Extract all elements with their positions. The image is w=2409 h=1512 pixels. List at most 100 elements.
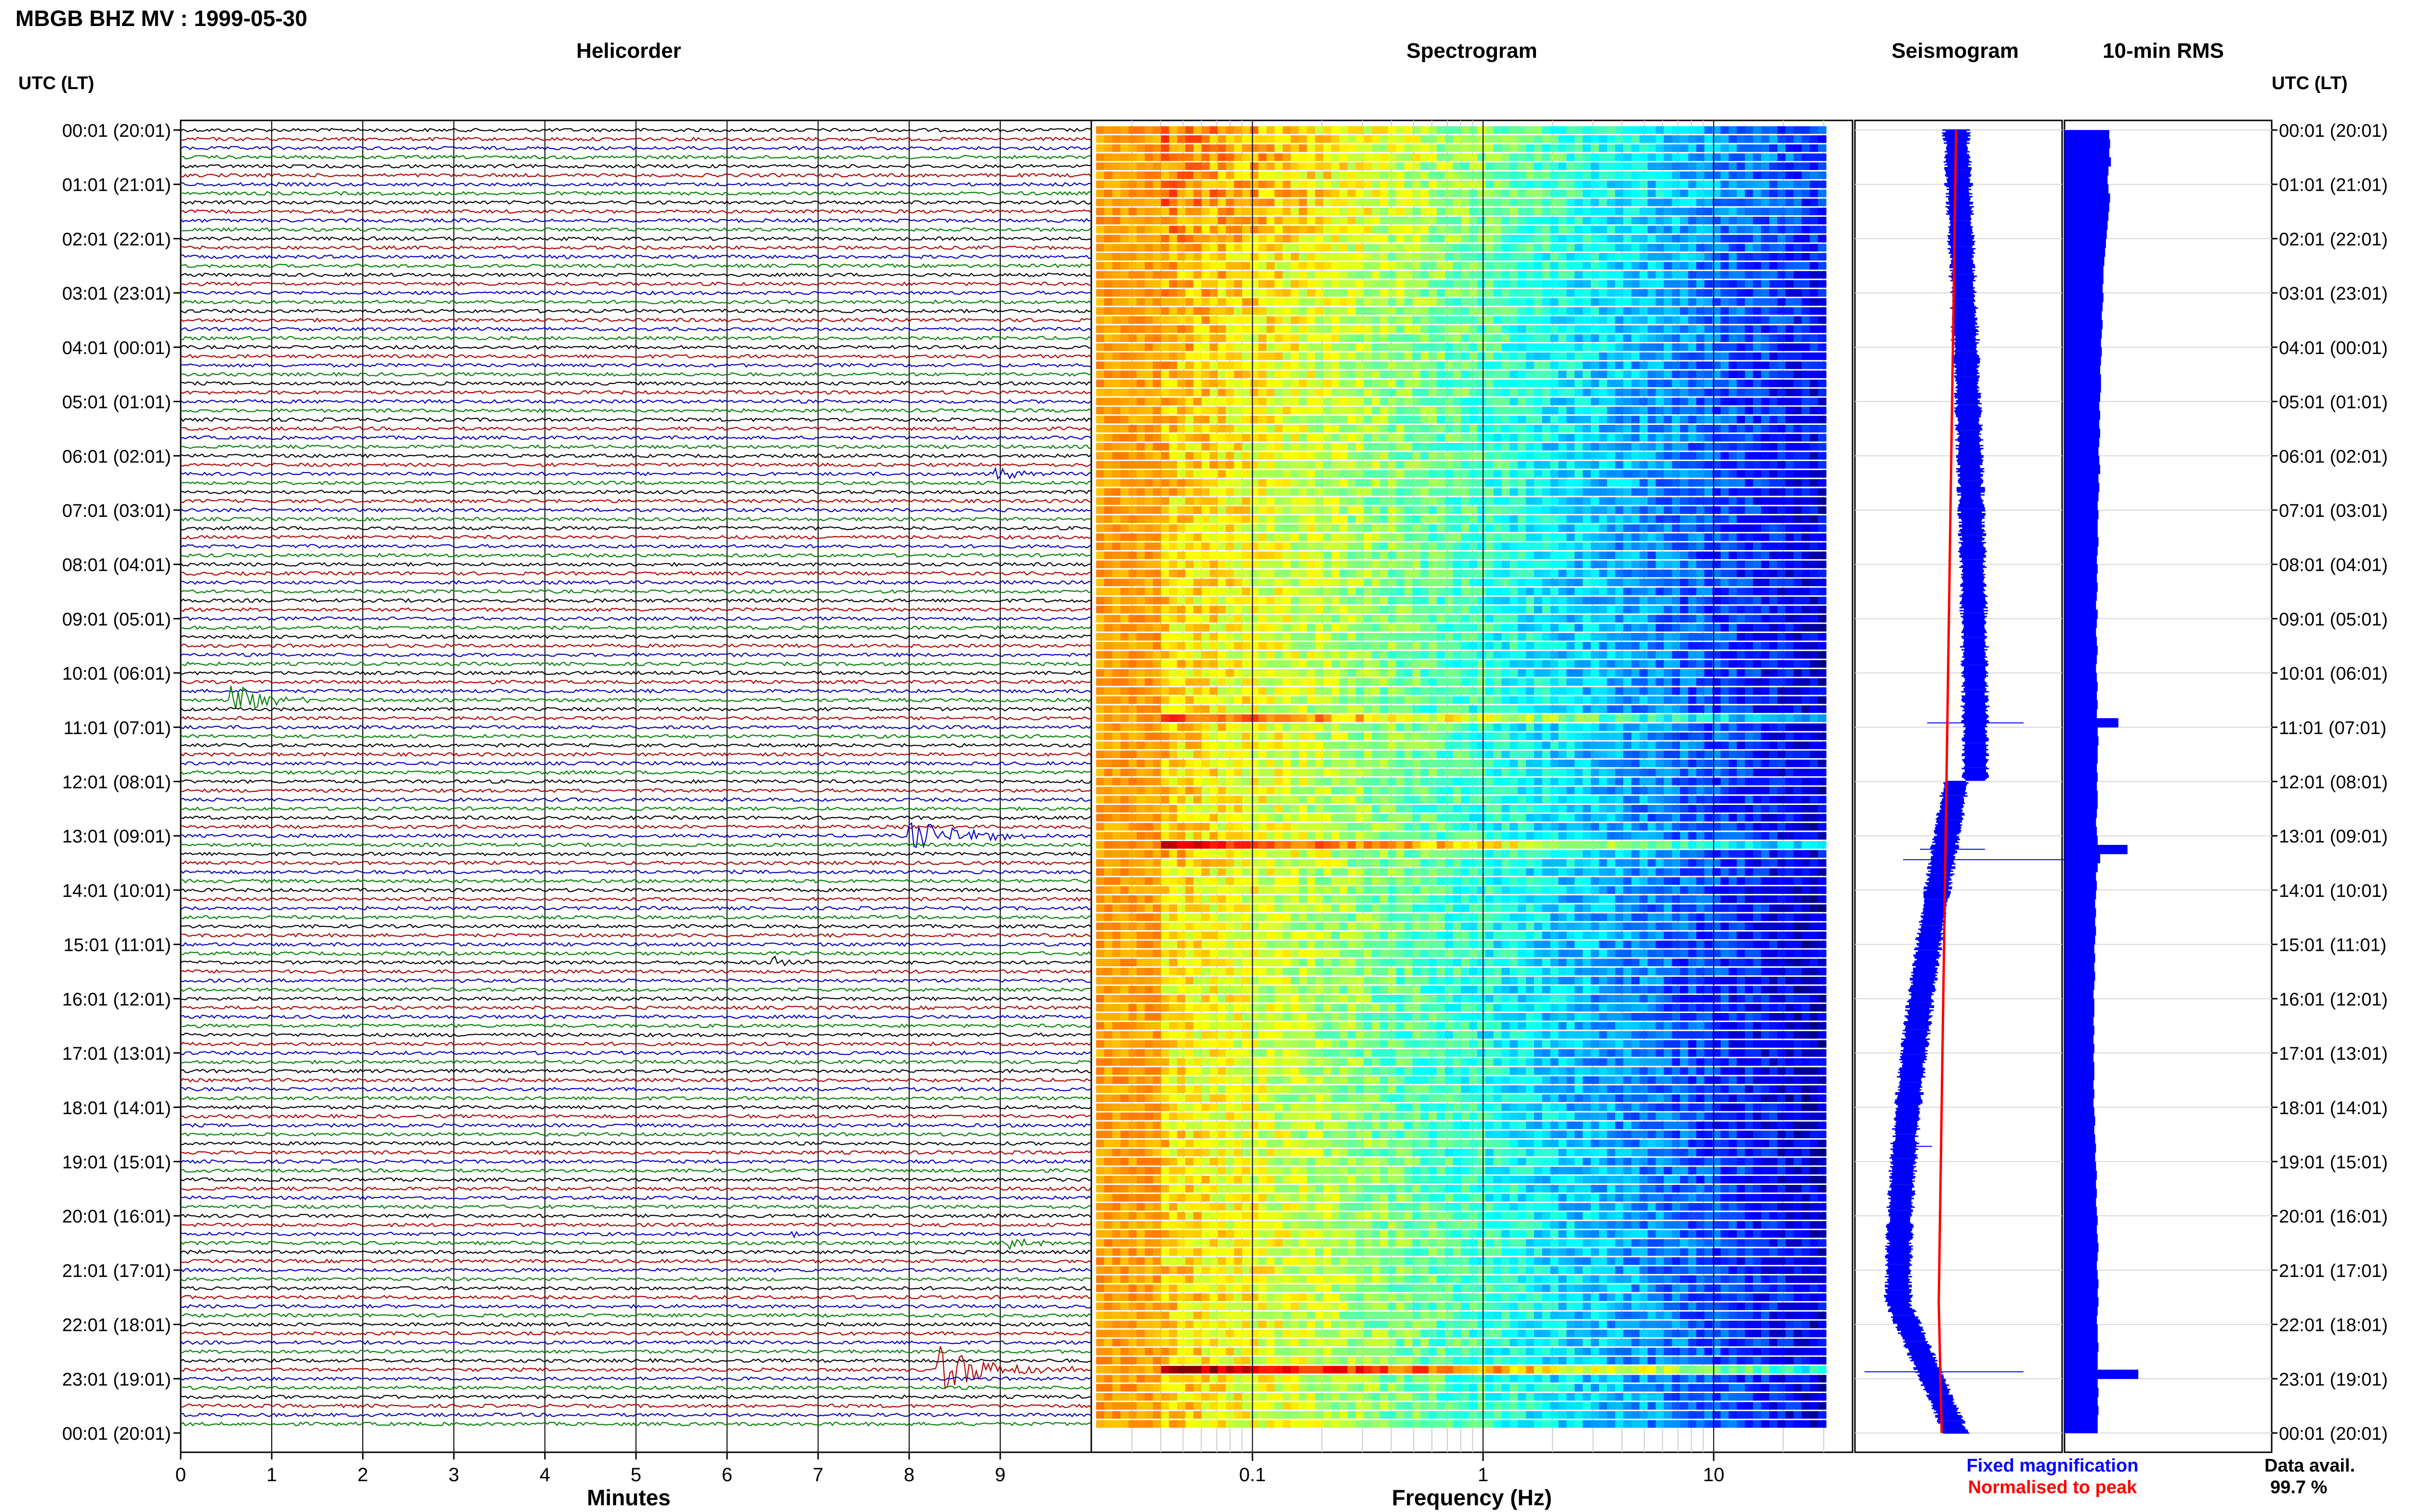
spectrogram-cell bbox=[1363, 524, 1373, 532]
spectrogram-cell bbox=[1307, 307, 1316, 315]
helicorder-trace bbox=[180, 417, 1092, 422]
spectrogram-cell bbox=[1590, 334, 1600, 342]
spectrogram-cell bbox=[1542, 461, 1551, 469]
spectrogram-cell bbox=[1339, 352, 1348, 360]
spectrogram-cell bbox=[1315, 588, 1324, 595]
spectrogram-cell bbox=[1769, 506, 1778, 514]
spectrogram-cell bbox=[1444, 271, 1454, 279]
spectrogram-cell bbox=[1607, 542, 1616, 550]
spectrogram-cell bbox=[1696, 452, 1705, 460]
spectrogram-cell bbox=[1647, 343, 1656, 351]
spectrogram-cell bbox=[1137, 289, 1145, 297]
spectrogram-cell bbox=[1607, 524, 1616, 532]
spectrogram-cell bbox=[1672, 515, 1681, 523]
helicorder-trace bbox=[180, 1150, 1092, 1156]
spectrogram-cell bbox=[1339, 271, 1348, 279]
spectrogram-cell bbox=[1550, 596, 1559, 605]
spectrogram-cell bbox=[1509, 479, 1519, 487]
spectrogram-cell bbox=[1615, 225, 1624, 234]
spectrogram-cell bbox=[1444, 515, 1454, 523]
spectrogram-cell bbox=[1518, 334, 1526, 342]
spectrogram-cell bbox=[1590, 225, 1600, 234]
spectrogram-cell bbox=[1396, 470, 1405, 478]
spectrogram-cell bbox=[1112, 208, 1121, 215]
spectrogram-cell bbox=[1793, 506, 1802, 514]
spectrogram-cell bbox=[1258, 271, 1267, 279]
spectrogram-cell bbox=[1315, 407, 1324, 415]
helicorder-trace bbox=[180, 227, 1092, 232]
spectrogram-cell bbox=[1412, 596, 1421, 605]
spectrogram-cell bbox=[1769, 397, 1778, 406]
spectrogram-cell bbox=[1590, 271, 1600, 279]
spectrogram-cell bbox=[1152, 596, 1162, 605]
spectrogram-cell bbox=[1753, 253, 1762, 261]
spectrogram-cell bbox=[1347, 235, 1356, 243]
spectrogram-cell bbox=[1266, 180, 1275, 188]
spectrogram-cell bbox=[1501, 307, 1510, 315]
spectrogram-cell bbox=[1444, 370, 1454, 379]
spectrogram-cell bbox=[1745, 560, 1754, 568]
spectrogram-cell bbox=[1218, 307, 1227, 315]
spectrogram-cell bbox=[1810, 443, 1818, 451]
spectrogram-cell bbox=[1655, 217, 1665, 224]
spectrogram-cell bbox=[1315, 579, 1324, 587]
spectrogram-cell bbox=[1128, 588, 1137, 595]
spectrogram-cell bbox=[1234, 542, 1243, 550]
spectrogram-cell bbox=[1550, 407, 1559, 415]
spectrogram-cell bbox=[1623, 569, 1632, 578]
spectrogram-cell bbox=[1258, 217, 1267, 224]
spectrogram-cell bbox=[1729, 461, 1737, 469]
spectrogram-cell bbox=[1104, 217, 1113, 224]
spectrogram-cell bbox=[1777, 352, 1786, 360]
spectrogram-cell bbox=[1534, 425, 1543, 433]
spectrogram-cell bbox=[1283, 452, 1291, 460]
spectrogram-cell bbox=[1461, 280, 1470, 288]
spectrogram-cell bbox=[1363, 271, 1373, 279]
spectrogram-cell bbox=[1526, 298, 1535, 306]
spectrogram-cell bbox=[1404, 253, 1413, 261]
spectrogram-cell bbox=[1704, 588, 1713, 595]
spectrogram-cell bbox=[1242, 397, 1251, 406]
spectrogram-cell bbox=[1201, 452, 1210, 460]
spectrogram-cell bbox=[1169, 524, 1178, 532]
spectrogram-cell bbox=[1599, 596, 1608, 605]
spectrogram-cell bbox=[1128, 416, 1137, 423]
spectrogram-cell bbox=[1793, 397, 1802, 406]
spectrogram-cell bbox=[1647, 488, 1656, 496]
spectrogram-cell bbox=[1477, 425, 1486, 433]
spectrogram-cell bbox=[1761, 452, 1770, 460]
spectrogram-cell bbox=[1696, 343, 1705, 351]
spectrogram-cell bbox=[1785, 524, 1794, 532]
spectrogram-cell bbox=[1704, 171, 1713, 179]
spectrogram-cell bbox=[1137, 334, 1145, 342]
spectrogram-cell bbox=[1810, 171, 1818, 179]
spectrogram-cell bbox=[1680, 542, 1689, 550]
spectrogram-cell bbox=[1688, 262, 1697, 270]
spectrogram-cell bbox=[1485, 208, 1494, 215]
spectrogram-cell bbox=[1566, 425, 1575, 433]
spectrogram-cell bbox=[1769, 497, 1778, 505]
spectrogram-cell bbox=[1793, 380, 1802, 387]
spectrogram-cell bbox=[1615, 470, 1624, 478]
spectrogram-cell bbox=[1501, 343, 1510, 351]
spectrogram-cell bbox=[1161, 380, 1170, 387]
spectrogram-cell bbox=[1120, 325, 1129, 333]
spectrogram-cell bbox=[1380, 289, 1389, 297]
spectrogram-cell bbox=[1258, 343, 1267, 351]
spectrogram-cell bbox=[1331, 208, 1340, 215]
spectrogram-cell bbox=[1558, 542, 1567, 550]
spectrogram-cell bbox=[1518, 506, 1526, 514]
spectrogram-cell bbox=[1534, 352, 1543, 360]
spectrogram-cell bbox=[1664, 253, 1672, 261]
spectrogram-cell bbox=[1477, 298, 1486, 306]
spectrogram-cell bbox=[1437, 189, 1445, 197]
spectrogram-cell bbox=[1558, 198, 1567, 207]
spectrogram-cell bbox=[1437, 135, 1445, 143]
spectrogram-cell bbox=[1169, 280, 1178, 288]
spectrogram-cell bbox=[1096, 262, 1105, 270]
spectrogram-cell bbox=[1315, 470, 1324, 478]
spectrogram-cell bbox=[1753, 198, 1762, 207]
spectrogram-cell bbox=[1323, 452, 1332, 460]
spectrogram-cell bbox=[1388, 135, 1397, 143]
spectrogram-cell bbox=[1785, 434, 1794, 442]
